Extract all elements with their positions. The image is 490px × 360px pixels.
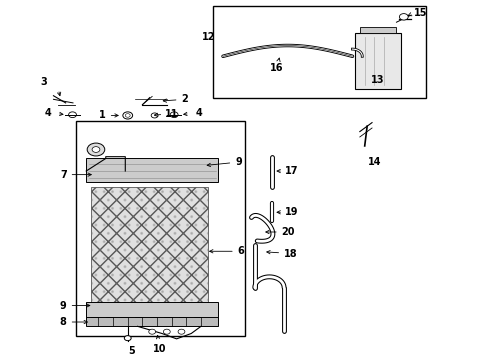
Text: 17: 17 (285, 166, 298, 176)
Text: 15: 15 (414, 8, 427, 18)
Text: 16: 16 (270, 63, 284, 73)
Bar (213, 6, 426, 98)
Circle shape (170, 112, 178, 118)
Text: 7: 7 (60, 170, 91, 180)
Text: 6: 6 (210, 246, 245, 256)
Text: 3: 3 (40, 77, 47, 87)
Circle shape (123, 112, 133, 119)
Text: 13: 13 (371, 75, 385, 85)
Circle shape (163, 329, 170, 334)
Circle shape (399, 14, 408, 20)
Text: 9: 9 (60, 301, 90, 311)
Text: 2: 2 (163, 94, 188, 104)
Text: 5: 5 (128, 346, 135, 356)
Bar (86, 318, 218, 326)
Circle shape (151, 113, 158, 118)
Text: 19: 19 (285, 207, 298, 217)
Text: 10: 10 (153, 336, 166, 354)
Text: 4: 4 (195, 108, 202, 118)
Text: 4: 4 (45, 108, 51, 118)
Text: 1: 1 (99, 111, 118, 121)
Bar (86, 302, 218, 318)
Circle shape (87, 143, 105, 156)
Circle shape (69, 112, 76, 118)
Text: 14: 14 (368, 157, 381, 167)
Circle shape (149, 329, 156, 334)
Text: 8: 8 (60, 317, 87, 327)
Text: 11: 11 (165, 109, 179, 119)
Circle shape (124, 336, 131, 341)
Bar (86, 158, 218, 182)
Bar (355, 33, 401, 89)
Circle shape (125, 114, 130, 117)
Bar (76, 121, 245, 336)
Circle shape (178, 329, 185, 334)
Text: 12: 12 (202, 32, 216, 41)
Text: 20: 20 (266, 227, 295, 237)
Bar (360, 27, 396, 33)
Text: 9: 9 (207, 157, 242, 167)
Bar (91, 187, 208, 304)
Text: 18: 18 (267, 248, 298, 258)
Bar (91, 187, 208, 304)
Circle shape (92, 147, 100, 152)
